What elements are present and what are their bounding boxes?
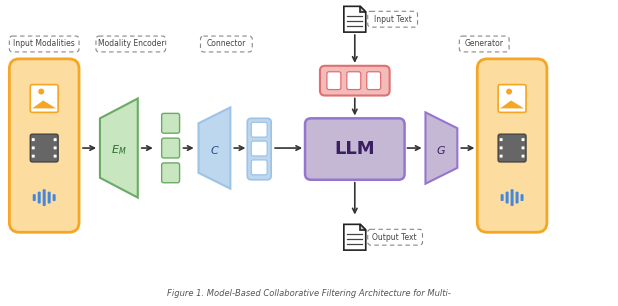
Text: Input Text: Input Text [374, 15, 412, 24]
FancyBboxPatch shape [38, 192, 41, 203]
FancyBboxPatch shape [522, 146, 525, 149]
FancyBboxPatch shape [522, 155, 525, 158]
FancyBboxPatch shape [32, 138, 35, 141]
FancyBboxPatch shape [477, 59, 547, 232]
Text: Generator: Generator [465, 39, 504, 48]
Polygon shape [360, 224, 366, 230]
FancyBboxPatch shape [30, 85, 58, 112]
Text: LLM: LLM [334, 140, 375, 158]
FancyBboxPatch shape [320, 66, 389, 95]
FancyBboxPatch shape [252, 160, 267, 175]
FancyBboxPatch shape [499, 146, 502, 149]
Polygon shape [344, 6, 366, 32]
FancyBboxPatch shape [53, 194, 56, 201]
FancyBboxPatch shape [506, 192, 509, 203]
Circle shape [38, 89, 44, 95]
Text: Input Modalities: Input Modalities [14, 39, 75, 48]
FancyBboxPatch shape [32, 146, 35, 149]
Text: $C$: $C$ [210, 144, 219, 156]
FancyBboxPatch shape [252, 141, 267, 156]
FancyBboxPatch shape [162, 138, 180, 158]
Polygon shape [344, 224, 366, 250]
FancyBboxPatch shape [520, 194, 523, 201]
Polygon shape [32, 100, 56, 108]
FancyBboxPatch shape [162, 113, 180, 133]
FancyBboxPatch shape [54, 138, 57, 141]
FancyBboxPatch shape [30, 134, 58, 162]
FancyBboxPatch shape [515, 192, 519, 203]
FancyBboxPatch shape [252, 122, 267, 137]
FancyBboxPatch shape [522, 138, 525, 141]
Polygon shape [425, 112, 457, 184]
FancyBboxPatch shape [43, 189, 46, 206]
FancyBboxPatch shape [305, 118, 405, 180]
FancyBboxPatch shape [247, 118, 271, 180]
FancyBboxPatch shape [510, 189, 514, 206]
Text: Output Text: Output Text [372, 233, 417, 242]
FancyBboxPatch shape [33, 194, 36, 201]
FancyBboxPatch shape [54, 146, 57, 149]
Text: Modality Encoder: Modality Encoder [98, 39, 164, 48]
FancyBboxPatch shape [499, 155, 502, 158]
FancyBboxPatch shape [366, 72, 381, 90]
Polygon shape [198, 107, 231, 189]
FancyBboxPatch shape [501, 194, 504, 201]
Polygon shape [360, 6, 366, 13]
FancyBboxPatch shape [9, 59, 79, 232]
FancyBboxPatch shape [162, 163, 180, 183]
FancyBboxPatch shape [498, 134, 526, 162]
FancyBboxPatch shape [32, 155, 35, 158]
FancyBboxPatch shape [48, 192, 51, 203]
Text: $E_M$: $E_M$ [111, 143, 127, 157]
Polygon shape [500, 100, 524, 108]
Polygon shape [100, 99, 138, 198]
FancyBboxPatch shape [498, 85, 526, 112]
FancyBboxPatch shape [499, 138, 502, 141]
Text: Figure 1. Model-Based Collaborative Filtering Architecture for Multi-: Figure 1. Model-Based Collaborative Filt… [167, 289, 451, 298]
Text: Connector: Connector [206, 39, 246, 48]
FancyBboxPatch shape [327, 72, 341, 90]
FancyBboxPatch shape [347, 72, 361, 90]
Circle shape [506, 89, 512, 95]
Text: $G$: $G$ [436, 144, 446, 156]
FancyBboxPatch shape [54, 155, 57, 158]
